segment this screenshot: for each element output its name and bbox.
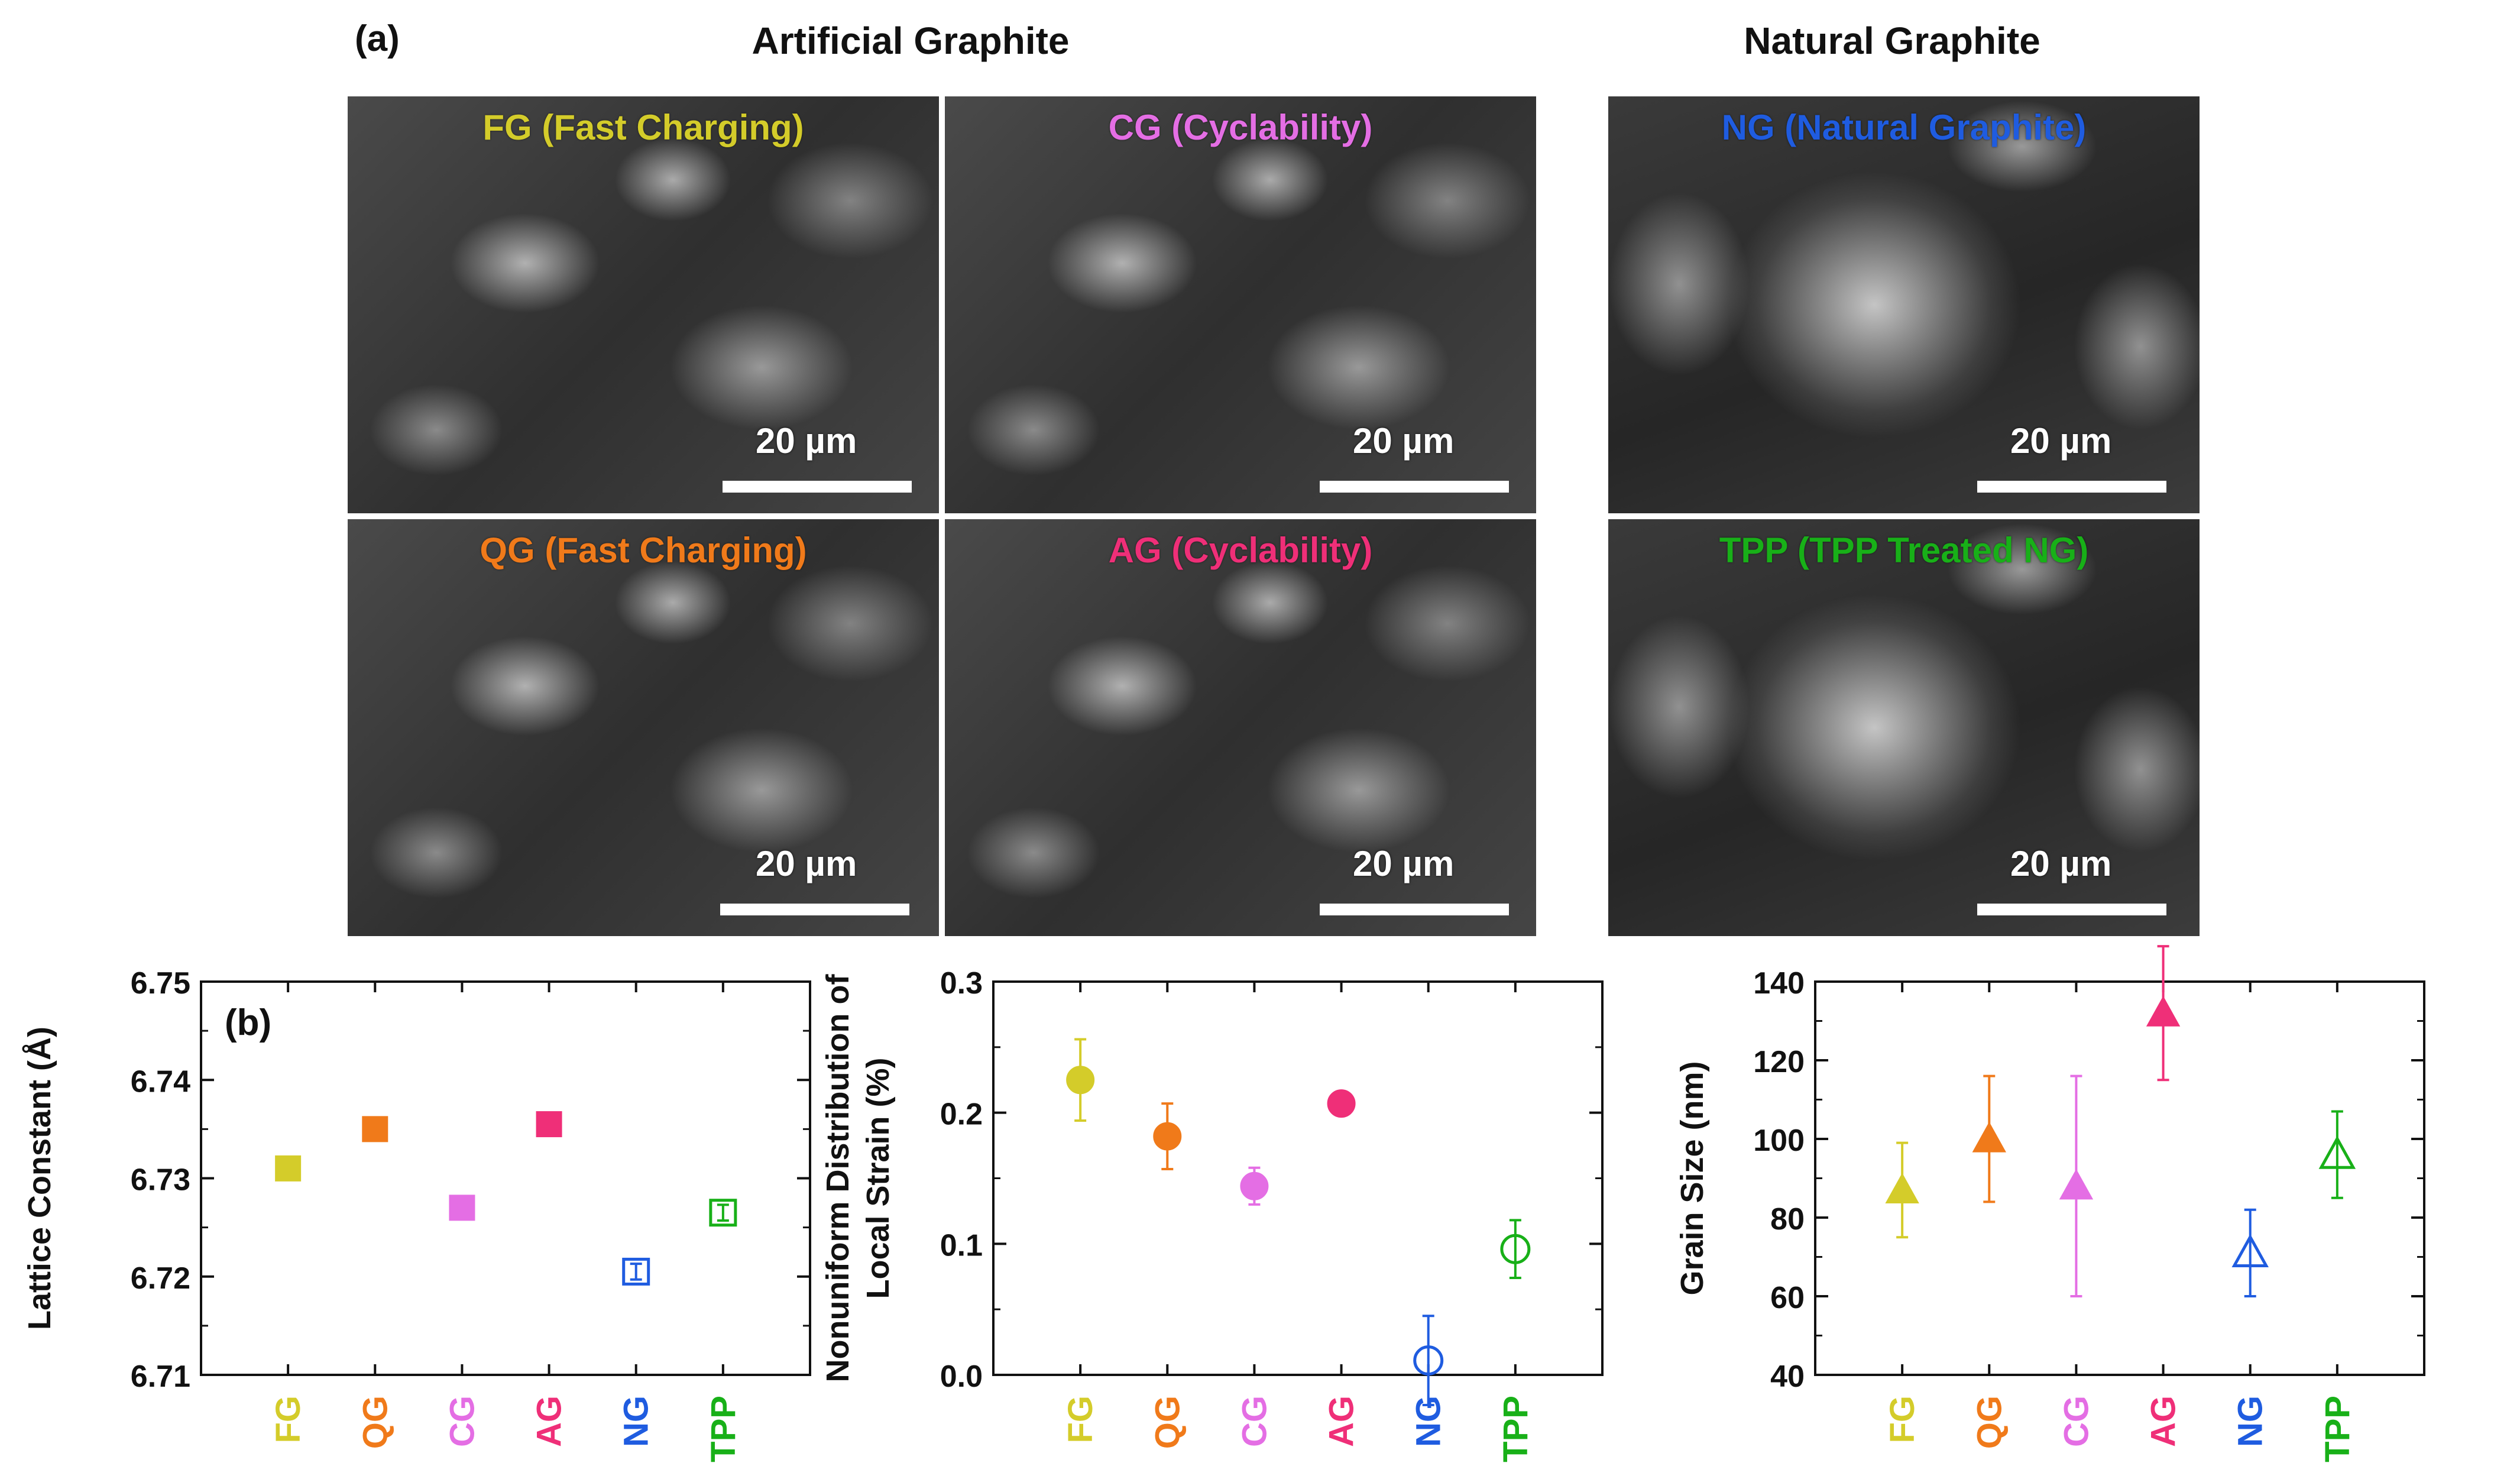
y-tick-label-2-3: 0.3	[940, 966, 983, 1001]
sem-label-qg: QG (Fast Charging)	[480, 530, 807, 570]
x-tick-label-2-ag: AG	[1323, 1396, 1361, 1447]
y-tick-label-1-1: 6.72	[131, 1261, 190, 1296]
x-tick-label-1-ng: NG	[617, 1396, 656, 1447]
sem-label-tpp: TPP (TPP Treated NG)	[1719, 530, 2089, 570]
sem-label-cg: CG (Cyclability)	[1108, 108, 1373, 147]
scale-label-cg: 20 µm	[1353, 421, 1455, 461]
data-point-1-cg	[449, 1195, 475, 1221]
y-tick-label-3-1: 60	[1770, 1281, 1805, 1315]
y-tick-label-3-0: 40	[1770, 1360, 1805, 1394]
x-tick-label-2-cg: CG	[1235, 1396, 1274, 1447]
sem-image-tpp: TPP (TPP Treated NG) 20 µm	[1608, 519, 2200, 936]
panel-b-label: (b)	[225, 1002, 271, 1043]
sem-image-qg: QG (Fast Charging) 20 µm	[348, 519, 939, 936]
data-point-3-fg	[1885, 1173, 1919, 1204]
data-point-1-fg	[275, 1155, 302, 1182]
scale-bar-cg	[1320, 481, 1509, 493]
y-tick-label-1-4: 6.75	[131, 966, 190, 1001]
y-axis-title-2-0: Nonuniform Distribution of	[820, 974, 856, 1383]
sem-label-fg: FG (Fast Charging)	[482, 108, 804, 147]
data-point-1-ng	[622, 1257, 650, 1286]
x-tick-label-1-qg: QG	[356, 1396, 394, 1449]
scale-label-fg: 20 µm	[756, 421, 857, 461]
sem-label-ng: NG (Natural Graphite)	[1721, 108, 2087, 147]
x-tick-label-1-cg: CG	[443, 1396, 481, 1447]
y-tick-label-2-2: 0.2	[940, 1098, 983, 1132]
sem-image-fg: FG (Fast Charging) 20 µm	[348, 96, 939, 513]
x-tick-label-3-tpp: TPP	[2318, 1396, 2357, 1462]
panel-a-label: (a)	[355, 18, 400, 59]
artificial-graphite-title: Artificial Graphite	[752, 20, 1070, 62]
x-tick-label-1-tpp: TPP	[704, 1396, 743, 1462]
y-axis-title-1-0: Lattice Constant (Å)	[22, 1027, 57, 1330]
plot-frame-3	[1814, 980, 2425, 1376]
y-tick-label-1-0: 6.71	[131, 1360, 190, 1394]
plot-frame-2	[992, 980, 1604, 1376]
scale-bar-ng	[1977, 481, 2166, 493]
data-point-2-cg	[1240, 1171, 1269, 1200]
data-point-2-tpp	[1500, 1234, 1531, 1264]
data-point-3-qg	[1972, 1121, 2006, 1153]
scale-label-qg: 20 µm	[756, 844, 857, 883]
data-point-3-tpp	[2318, 1135, 2356, 1169]
data-point-2-ag	[1327, 1089, 1356, 1118]
sem-image-ag: AG (Cyclability) 20 µm	[945, 519, 1536, 936]
x-tick-label-3-ag: AG	[2145, 1396, 2183, 1447]
y-tick-label-1-3: 6.74	[131, 1064, 190, 1099]
scale-label-tpp: 20 µm	[2010, 844, 2112, 883]
natural-graphite-title: Natural Graphite	[1744, 20, 2040, 62]
y-axis-title-2-1: Local Strain (%)	[860, 1057, 896, 1299]
sem-image-ng: NG (Natural Graphite) 20 µm	[1608, 96, 2200, 513]
scale-bar-qg	[720, 904, 909, 915]
x-tick-label-2-qg: QG	[1148, 1396, 1187, 1449]
scale-bar-tpp	[1977, 904, 2166, 915]
data-point-3-cg	[2059, 1168, 2094, 1200]
data-point-2-qg	[1153, 1122, 1182, 1151]
x-tick-label-3-fg: FG	[1883, 1396, 1922, 1443]
y-tick-label-2-0: 0.0	[940, 1360, 983, 1394]
y-tick-label-1-2: 6.73	[131, 1163, 190, 1197]
scale-bar-fg	[723, 481, 912, 493]
data-point-3-ng	[2231, 1234, 2269, 1267]
data-point-3-ag	[2146, 996, 2181, 1027]
data-point-2-fg	[1066, 1066, 1095, 1095]
sem-image-cg: CG (Cyclability) 20 µm	[945, 96, 1536, 513]
data-point-1-ag	[536, 1111, 562, 1138]
data-point-2-ng	[1413, 1345, 1444, 1376]
x-tick-label-3-ng: NG	[2231, 1396, 2270, 1447]
y-tick-label-3-3: 100	[1753, 1124, 1805, 1158]
x-tick-label-1-ag: AG	[530, 1396, 569, 1447]
x-tick-label-2-tpp: TPP	[1497, 1396, 1535, 1462]
y-axis-title-3-0: Grain Size (nm)	[1674, 1061, 1710, 1295]
y-tick-label-3-4: 120	[1753, 1045, 1805, 1079]
y-tick-label-2-1: 0.1	[940, 1228, 983, 1263]
x-tick-label-3-qg: QG	[1970, 1396, 2009, 1449]
x-tick-label-3-cg: CG	[2057, 1396, 2095, 1447]
data-point-1-tpp	[709, 1199, 737, 1227]
scale-label-ag: 20 µm	[1353, 844, 1455, 883]
scale-label-ng: 20 µm	[2010, 421, 2112, 461]
sem-label-ag: AG (Cyclability)	[1108, 530, 1373, 570]
data-point-1-qg	[362, 1116, 388, 1142]
x-tick-label-1-fg: FG	[269, 1396, 307, 1443]
x-tick-label-2-fg: FG	[1061, 1396, 1100, 1443]
scale-bar-ag	[1320, 904, 1509, 915]
y-tick-label-3-2: 80	[1770, 1202, 1805, 1237]
y-tick-label-3-5: 140	[1753, 966, 1805, 1001]
